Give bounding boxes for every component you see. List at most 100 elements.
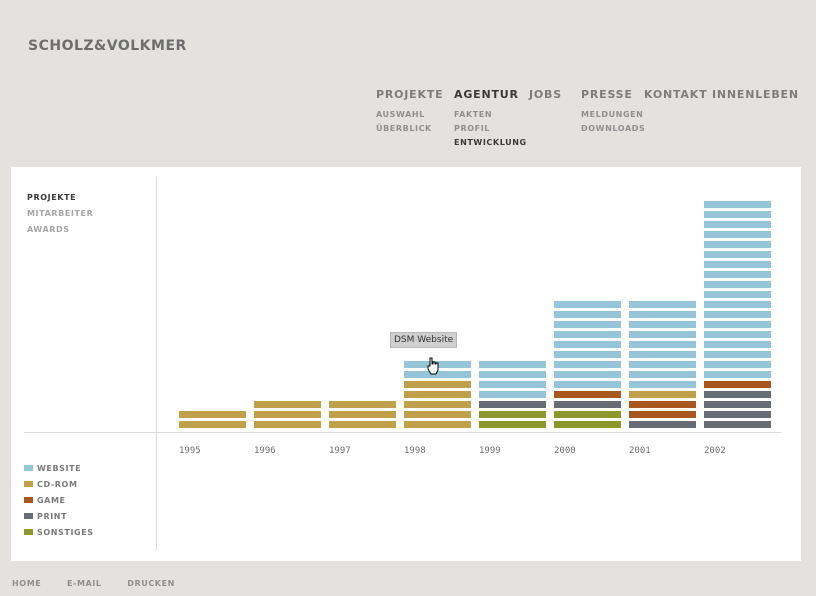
bar-block-2001-website[interactable] [629, 331, 696, 338]
bar-block-2000-website[interactable] [554, 371, 621, 378]
bar-block-1997-cd-rom[interactable] [329, 421, 396, 428]
bar-block-2002-website[interactable] [704, 361, 771, 368]
bar-block-2001-website[interactable] [629, 361, 696, 368]
bar-block-1996-cd-rom[interactable] [254, 411, 321, 418]
nav-item-kontakt[interactable]: KONTAKT [644, 88, 708, 101]
bar-block-2000-website[interactable] [554, 341, 621, 348]
bar-block-2002-website[interactable] [704, 251, 771, 258]
legend-item-cd-rom: CD-ROM [24, 476, 94, 492]
bar-block-1999-website[interactable] [479, 381, 546, 388]
nav-item-presse[interactable]: PRESSE [581, 88, 633, 101]
footer: HOME E-MAIL DRUCKEN [12, 571, 191, 590]
bar-block-2002-website[interactable] [704, 321, 771, 328]
x-tick-1995: 1995 [179, 446, 201, 456]
bar-block-2001-website[interactable] [629, 321, 696, 328]
bar-block-2002-website[interactable] [704, 241, 771, 248]
bar-block-1999-website[interactable] [479, 371, 546, 378]
bar-block-2001-game[interactable] [629, 401, 696, 408]
bar-block-1996-cd-rom[interactable] [254, 421, 321, 428]
bar-block-2002-website[interactable] [704, 201, 771, 208]
bar-block-1999-sonstiges[interactable] [479, 421, 546, 428]
bar-block-2002-website[interactable] [704, 311, 771, 318]
legend-label-sonstiges: SONSTIGES [37, 527, 94, 537]
bar-block-2002-game[interactable] [704, 381, 771, 388]
bar-block-2000-print[interactable] [554, 401, 621, 408]
x-tick-1997: 1997 [329, 446, 351, 456]
footer-link-home[interactable]: HOME [12, 579, 42, 588]
bar-block-1998-cd-rom[interactable] [404, 391, 471, 398]
bar-block-2001-website[interactable] [629, 371, 696, 378]
bar-block-2001-print[interactable] [629, 421, 696, 428]
bar-block-1996-cd-rom[interactable] [254, 401, 321, 408]
bar-block-2002-website[interactable] [704, 211, 771, 218]
bar-block-2002-website[interactable] [704, 341, 771, 348]
footer-link-drucken[interactable]: DRUCKEN [127, 579, 175, 588]
bar-block-2001-website[interactable] [629, 381, 696, 388]
bar-block-2002-website[interactable] [704, 271, 771, 278]
bar-block-1999-website[interactable] [479, 391, 546, 398]
bar-block-2002-website[interactable] [704, 221, 771, 228]
nav-jobs: JOBS [529, 88, 562, 108]
bar-block-1998-website[interactable] [404, 371, 471, 378]
bar-block-2000-sonstiges[interactable] [554, 411, 621, 418]
bar-block-2000-website[interactable] [554, 301, 621, 308]
nav-item-agentur[interactable]: AGENTUR [454, 88, 519, 101]
bar-block-1995-cd-rom[interactable] [179, 421, 246, 428]
bar-block-2000-sonstiges[interactable] [554, 421, 621, 428]
subnav-entwicklung[interactable]: ENTWICKLUNG [454, 138, 527, 147]
bar-block-2000-website[interactable] [554, 311, 621, 318]
bar-block-2002-website[interactable] [704, 331, 771, 338]
nav-item-jobs[interactable]: JOBS [529, 88, 562, 101]
legend-swatch-game [24, 497, 33, 503]
bar-block-2001-game[interactable] [629, 411, 696, 418]
bar-block-1997-cd-rom[interactable] [329, 401, 396, 408]
side-item-projekte[interactable]: PROJEKTE [27, 193, 77, 202]
bar-block-2000-website[interactable] [554, 351, 621, 358]
bar-block-2002-website[interactable] [704, 301, 771, 308]
bar-block-2002-print[interactable] [704, 401, 771, 408]
legend-swatch-website [24, 465, 33, 471]
bar-block-2002-website[interactable] [704, 351, 771, 358]
bar-block-2002-print[interactable] [704, 411, 771, 418]
bar-block-2001-website[interactable] [629, 341, 696, 348]
legend-swatch-sonstiges [24, 529, 33, 535]
bar-block-1999-sonstiges[interactable] [479, 411, 546, 418]
bar-block-2001-website[interactable] [629, 351, 696, 358]
bar-block-1997-cd-rom[interactable] [329, 411, 396, 418]
footer-link-email[interactable]: E-MAIL [66, 579, 102, 588]
bar-block-1998-cd-rom[interactable] [404, 401, 471, 408]
bar-block-1998-cd-rom[interactable] [404, 381, 471, 388]
bar-block-2000-website[interactable] [554, 381, 621, 388]
subnav-auswahl[interactable]: AUSWAHL [376, 110, 425, 119]
bar-block-2002-website[interactable] [704, 281, 771, 288]
subnav-ueberblick[interactable]: ÜBERBLICK [376, 124, 432, 133]
bar-block-2000-website[interactable] [554, 321, 621, 328]
bar-block-2002-website[interactable] [704, 371, 771, 378]
bar-block-2002-print[interactable] [704, 391, 771, 398]
side-item-mitarbeiter[interactable]: MITARBEITER [27, 209, 94, 218]
bar-block-1995-cd-rom[interactable] [179, 411, 246, 418]
logo[interactable]: SCHOLZ&VOLKMER [28, 38, 187, 54]
bar-block-2001-cd-rom[interactable] [629, 391, 696, 398]
bar-block-2000-website[interactable] [554, 331, 621, 338]
subnav-meldungen[interactable]: MELDUNGEN [581, 110, 644, 119]
subnav-fakten[interactable]: FAKTEN [454, 110, 493, 119]
bar-block-1998-cd-rom[interactable] [404, 421, 471, 428]
bar-block-2000-website[interactable] [554, 361, 621, 368]
subnav-downloads[interactable]: DOWNLOADS [581, 124, 646, 133]
bar-block-2001-website[interactable] [629, 311, 696, 318]
nav-kontakt: KONTAKT [644, 88, 707, 108]
bar-block-2002-website[interactable] [704, 291, 771, 298]
subnav-profil[interactable]: PROFIL [454, 124, 490, 133]
bar-block-2000-game[interactable] [554, 391, 621, 398]
nav-item-projekte[interactable]: PROJEKTE [376, 88, 444, 101]
bar-block-2002-print[interactable] [704, 421, 771, 428]
side-item-awards[interactable]: AWARDS [27, 225, 70, 234]
bar-block-1999-print[interactable] [479, 401, 546, 408]
bar-block-2002-website[interactable] [704, 261, 771, 268]
bar-block-1999-website[interactable] [479, 361, 546, 368]
bar-block-2002-website[interactable] [704, 231, 771, 238]
bar-block-2001-website[interactable] [629, 301, 696, 308]
bar-block-1998-cd-rom[interactable] [404, 411, 471, 418]
nav-item-innenleben[interactable]: INNENLEBEN [712, 88, 799, 101]
